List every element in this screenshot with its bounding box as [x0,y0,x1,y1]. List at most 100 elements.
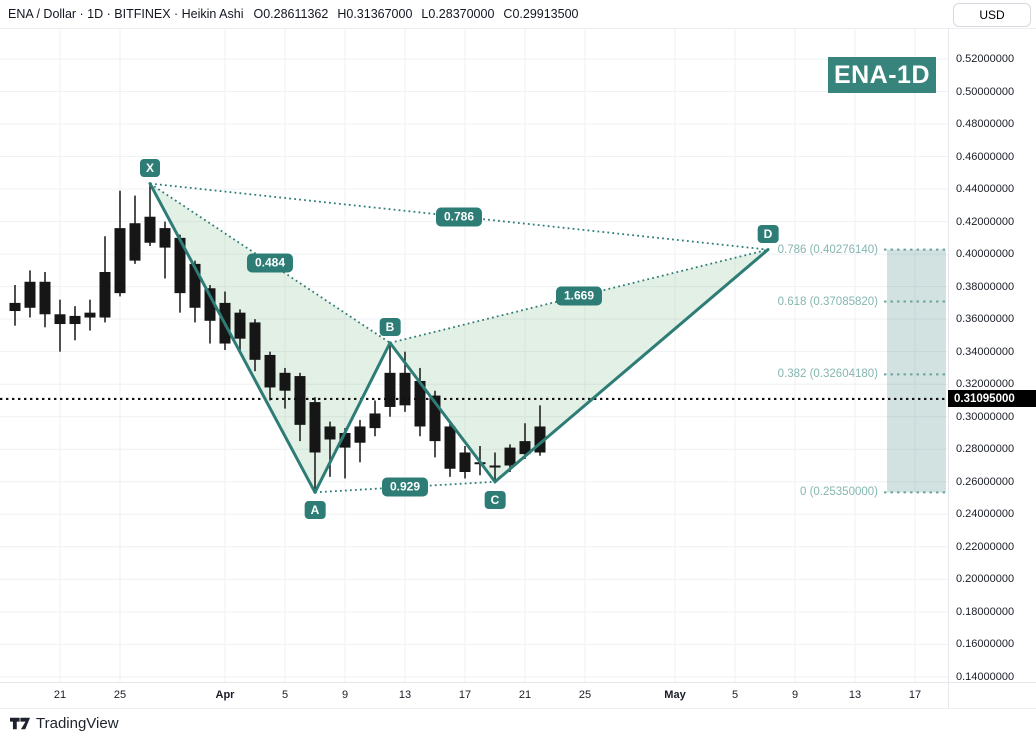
price-tick-label: 0.46000000 [956,150,1015,163]
price-tick-label: 0.38000000 [956,280,1015,293]
price-axis-separator [948,28,949,708]
candle [429,395,441,442]
current-price-label: 0.31095000 [948,390,1036,408]
candle [369,413,381,429]
time-tick-label: 21 [518,689,532,701]
candle [69,315,81,325]
candle [144,216,156,243]
pattern-leg-XA[interactable] [148,182,317,494]
candle [189,263,201,308]
ratio-badge-0.929: 0.929 [381,477,429,497]
currency-button[interactable]: USD [953,3,1031,27]
ratio-badge-0.786: 0.786 [435,207,483,227]
candle [9,302,21,312]
price-tick-label: 0.30000000 [956,410,1015,423]
fib-level-label: 0.618 (0.37085820) [777,295,878,308]
pattern-point-X[interactable]: X [139,158,161,177]
pattern-point-B[interactable]: B [379,317,401,336]
tradingview-logo-icon [10,717,30,730]
time-tick-label: 9 [341,689,349,701]
time-tick-label: 21 [53,689,67,701]
candle [459,452,471,473]
candle [204,288,216,321]
price-tick-label: 0.36000000 [956,313,1015,326]
candle [174,237,186,294]
time-tick-label: 13 [848,689,862,701]
time-tick-label: 5 [731,689,739,701]
symbol-watermark-badge: ENA-1D [828,57,936,93]
candle [234,312,246,339]
time-tick-label: 13 [398,689,412,701]
time-tick-label: 5 [281,689,289,701]
candle [114,228,126,294]
price-tick-label: 0.22000000 [956,540,1015,553]
candle [534,426,546,453]
chart-legend: ENA / Dollar · 1D · BITFINEX · Heikin As… [0,0,948,28]
fib-extension-band [887,249,946,493]
candle [39,281,51,315]
time-tick-label: 17 [908,689,922,701]
candle [414,380,426,427]
time-tick-label: 17 [458,689,472,701]
price-tick-label: 0.40000000 [956,248,1015,261]
tradingview-logo-text: TradingView [36,715,119,732]
ohlc-high: H0.31367000 [337,7,413,21]
ratio-badge-0.484: 0.484 [246,253,294,273]
time-tick-label: 25 [113,689,127,701]
price-tick-label: 0.20000000 [956,573,1015,586]
price-tick-label: 0.16000000 [956,638,1015,651]
candle [444,426,456,469]
price-tick-label: 0.32000000 [956,378,1015,391]
candle [279,372,291,391]
candle [54,314,66,325]
candle [489,465,501,468]
ohlc-close: C0.29913500 [503,7,579,21]
candle [294,376,306,425]
price-tick-label: 0.14000000 [956,670,1015,683]
fib-level-label: 0.786 (0.40276140) [777,243,878,256]
ohlc-open: O0.28611362 [253,7,329,21]
candle [159,228,171,248]
pattern-point-A[interactable]: A [304,501,326,520]
price-tick-label: 0.42000000 [956,215,1015,228]
footer-separator [0,708,1036,709]
fib-level-label: 0 (0.25350000) [799,486,878,499]
price-tick-label: 0.50000000 [956,85,1015,98]
candle [309,402,321,453]
pattern-point-D[interactable]: D [757,224,779,243]
price-tick-label: 0.52000000 [956,53,1015,65]
pattern-point-C[interactable]: C [484,490,506,509]
time-tick-label: May [664,689,686,701]
price-tick-label: 0.34000000 [956,345,1015,358]
candle [129,223,141,261]
pattern-fill [390,249,768,482]
pattern-leg-BC[interactable] [388,341,497,484]
candle [384,372,396,407]
price-tick-label: 0.28000000 [956,443,1015,456]
candle [324,426,336,440]
pattern-leg-dotted-XB [149,182,391,344]
pattern-leg-CD[interactable] [493,248,770,484]
fib-level-label: 0.382 (0.32604180) [777,368,878,381]
pattern-leg-AB[interactable] [313,341,392,494]
candle [264,354,276,388]
candle [84,312,96,318]
ohlc-low: L0.28370000 [421,7,495,21]
time-tick-label: Apr [215,689,235,701]
candle [99,272,111,318]
pattern-fill [150,183,390,493]
time-axis-separator [0,682,1036,683]
price-tick-label: 0.24000000 [956,508,1015,521]
price-tick-label: 0.26000000 [956,475,1015,488]
time-tick-label: 9 [791,689,799,701]
candle [249,322,261,360]
symbol-info[interactable]: ENA / Dollar · 1D · BITFINEX · Heikin As… [8,7,244,21]
tradingview-logo-link[interactable]: TradingView [10,715,119,732]
price-tick-label: 0.18000000 [956,605,1015,618]
ratio-badge-1.669: 1.669 [555,286,603,306]
header-separator [0,28,1036,29]
price-tick-label: 0.48000000 [956,118,1015,131]
time-tick-label: 25 [578,689,592,701]
